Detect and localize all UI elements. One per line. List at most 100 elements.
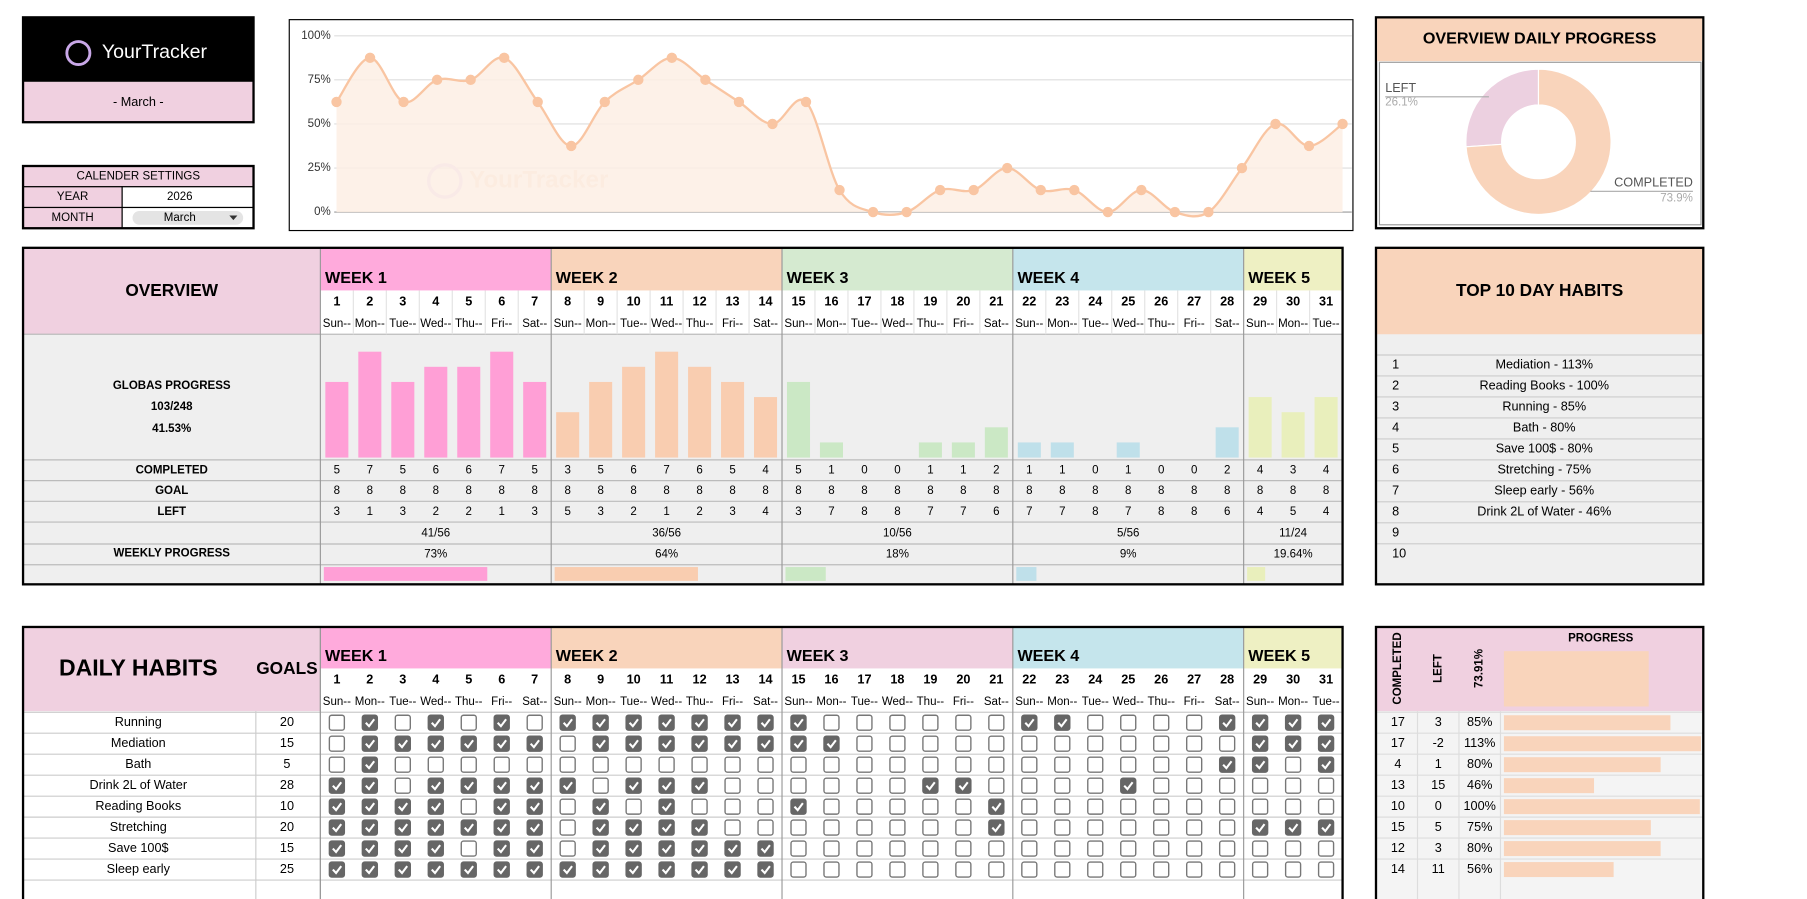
checkbox[interactable] xyxy=(1218,798,1236,815)
checkbox[interactable] xyxy=(790,756,807,773)
checkbox[interactable] xyxy=(1251,777,1269,794)
checkbox[interactable] xyxy=(625,735,642,752)
checkbox[interactable] xyxy=(625,840,642,857)
checkbox[interactable] xyxy=(1218,777,1236,794)
checkbox[interactable] xyxy=(1054,840,1071,857)
checkbox[interactable] xyxy=(1054,735,1071,752)
checkbox[interactable] xyxy=(1317,714,1335,731)
checkbox[interactable] xyxy=(658,777,675,794)
checkbox[interactable] xyxy=(394,756,411,773)
checkbox[interactable] xyxy=(1087,840,1104,857)
checkbox[interactable] xyxy=(460,840,477,857)
checkbox[interactable] xyxy=(328,840,346,857)
checkbox[interactable] xyxy=(724,714,741,731)
checkbox[interactable] xyxy=(856,756,873,773)
checkbox[interactable] xyxy=(526,861,543,878)
checkbox[interactable] xyxy=(328,777,346,794)
checkbox[interactable] xyxy=(526,735,543,752)
checkbox[interactable] xyxy=(1218,819,1236,836)
checkbox[interactable] xyxy=(1021,756,1038,773)
checkbox[interactable] xyxy=(988,798,1005,815)
checkbox[interactable] xyxy=(493,714,510,731)
checkbox[interactable] xyxy=(460,798,477,815)
checkbox[interactable] xyxy=(1021,735,1038,752)
checkbox[interactable] xyxy=(988,819,1005,836)
checkbox[interactable] xyxy=(460,861,477,878)
checkbox[interactable] xyxy=(394,861,411,878)
checkbox[interactable] xyxy=(988,861,1005,878)
checkbox[interactable] xyxy=(856,861,873,878)
checkbox[interactable] xyxy=(1021,714,1038,731)
checkbox[interactable] xyxy=(691,798,708,815)
checkbox[interactable] xyxy=(460,777,477,794)
checkbox[interactable] xyxy=(427,840,444,857)
checkbox[interactable] xyxy=(559,840,576,857)
checkbox[interactable] xyxy=(1186,798,1203,815)
checkbox[interactable] xyxy=(724,840,741,857)
checkbox[interactable] xyxy=(1153,798,1170,815)
checkbox[interactable] xyxy=(1054,756,1071,773)
checkbox[interactable] xyxy=(691,756,708,773)
checkbox[interactable] xyxy=(823,735,840,752)
checkbox[interactable] xyxy=(856,819,873,836)
checkbox[interactable] xyxy=(493,840,510,857)
checkbox[interactable] xyxy=(1087,735,1104,752)
checkbox[interactable] xyxy=(625,714,642,731)
checkbox[interactable] xyxy=(757,840,774,857)
checkbox[interactable] xyxy=(361,798,379,815)
checkbox[interactable] xyxy=(988,756,1005,773)
checkbox[interactable] xyxy=(889,840,906,857)
checkbox[interactable] xyxy=(1120,819,1137,836)
checkbox[interactable] xyxy=(955,735,972,752)
checkbox[interactable] xyxy=(658,798,675,815)
checkbox[interactable] xyxy=(790,777,807,794)
checkbox[interactable] xyxy=(1251,798,1269,815)
checkbox[interactable] xyxy=(856,840,873,857)
checkbox[interactable] xyxy=(1284,819,1302,836)
checkbox[interactable] xyxy=(1251,819,1269,836)
checkbox[interactable] xyxy=(625,798,642,815)
checkbox[interactable] xyxy=(922,777,939,794)
checkbox[interactable] xyxy=(1317,819,1335,836)
checkbox[interactable] xyxy=(1087,861,1104,878)
checkbox[interactable] xyxy=(1218,735,1236,752)
checkbox[interactable] xyxy=(460,714,477,731)
checkbox[interactable] xyxy=(526,777,543,794)
checkbox[interactable] xyxy=(559,861,576,878)
checkbox[interactable] xyxy=(856,735,873,752)
checkbox[interactable] xyxy=(526,798,543,815)
checkbox[interactable] xyxy=(1021,777,1038,794)
checkbox[interactable] xyxy=(1186,861,1203,878)
checkbox[interactable] xyxy=(460,735,477,752)
checkbox[interactable] xyxy=(1218,714,1236,731)
checkbox[interactable] xyxy=(394,735,411,752)
checkbox[interactable] xyxy=(1218,840,1236,857)
checkbox[interactable] xyxy=(493,756,510,773)
checkbox[interactable] xyxy=(1153,735,1170,752)
checkbox[interactable] xyxy=(460,756,477,773)
checkbox[interactable] xyxy=(1087,819,1104,836)
checkbox[interactable] xyxy=(922,798,939,815)
checkbox[interactable] xyxy=(361,735,379,752)
checkbox[interactable] xyxy=(493,798,510,815)
checkbox[interactable] xyxy=(922,840,939,857)
checkbox[interactable] xyxy=(1021,798,1038,815)
checkbox[interactable] xyxy=(1218,756,1236,773)
checkbox[interactable] xyxy=(757,819,774,836)
checkbox[interactable] xyxy=(658,819,675,836)
checkbox[interactable] xyxy=(691,714,708,731)
checkbox[interactable] xyxy=(988,777,1005,794)
checkbox[interactable] xyxy=(460,819,477,836)
checkbox[interactable] xyxy=(1317,756,1335,773)
checkbox[interactable] xyxy=(328,756,346,773)
checkbox[interactable] xyxy=(1087,714,1104,731)
checkbox[interactable] xyxy=(1054,861,1071,878)
checkbox[interactable] xyxy=(1186,819,1203,836)
checkbox[interactable] xyxy=(1153,861,1170,878)
checkbox[interactable] xyxy=(394,714,411,731)
checkbox[interactable] xyxy=(592,714,609,731)
checkbox[interactable] xyxy=(493,819,510,836)
checkbox[interactable] xyxy=(1251,840,1269,857)
checkbox[interactable] xyxy=(394,840,411,857)
checkbox[interactable] xyxy=(1284,756,1302,773)
